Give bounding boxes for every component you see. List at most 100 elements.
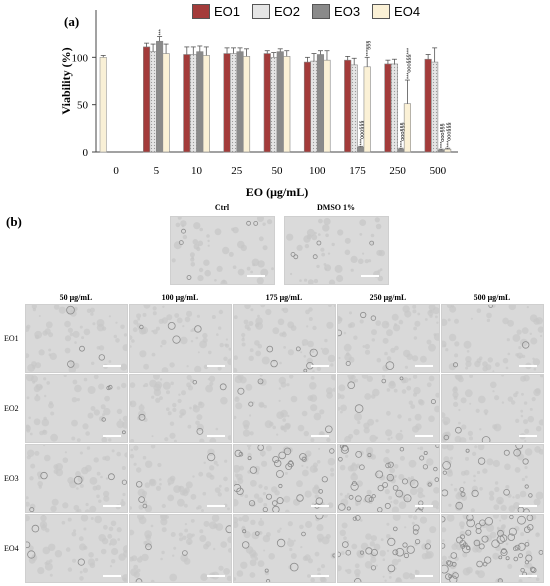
bar-eo2-25 [229,53,238,153]
panel-b-label: (b) [6,214,22,229]
row-label-eo4: EO4 [4,544,19,553]
micrograph-r3-c3 [233,444,336,513]
micrograph-ctrl [170,216,275,285]
bar-eo2-175 [350,64,358,153]
micrograph-r3-c2 [129,444,232,513]
micrograph-r3-c5 [441,444,544,513]
column-label-50: 50 μg/mL [59,293,93,302]
x-tick-label: 175 [349,165,366,177]
chart-legend: EO1 EO2 EO3 EO4 [192,2,432,20]
legend-item-eo1: EO1 [192,3,241,19]
x-tick-label: 100 [309,165,326,177]
micrograph-r2-c5 [441,374,544,443]
bar-eo4-25 [242,56,251,153]
x-tick-label: 250 [389,165,406,177]
significance-annotation: ***ooo§§§ [400,122,406,147]
bar-eo2-50 [270,57,278,153]
legend-item-eo4: EO4 [372,3,421,19]
x-tick-label: 50 [272,165,284,177]
legend-swatch-eo3 [312,3,331,19]
micrograph-r4-c2 [129,514,232,583]
micrograph-r3-c1 [25,444,128,513]
x-tick-label: 25 [231,165,243,177]
micrograph-r2-c2 [129,374,232,443]
bar-eo3-175 [357,146,365,153]
bar-eo1-5 [143,46,151,153]
x-tick-label: 0 [113,165,119,177]
bar-eo3-500 [437,149,445,153]
bar-eo2-5 [149,51,157,153]
legend-swatch-eo2 [252,3,271,19]
bar-eo1-10 [183,54,191,153]
bar-eo2-250 [390,63,398,153]
row-label-eo1: EO1 [4,334,19,343]
significance-annotation: ***ooo§§§ [447,122,453,147]
bar-eo3-10 [196,51,204,153]
column-label-100: 100 μg/mL [161,293,199,302]
x-axis-label: EO (μg/mL) [246,185,308,199]
micrograph-r1-c5 [441,304,544,373]
significance-annotation: ***§§§ [366,41,372,57]
bar-eo3-50 [276,51,284,153]
legend-swatch-eo4 [372,3,391,19]
significance-annotation: *** [159,28,165,35]
bar-eo1-25 [223,53,231,153]
bar-eo4-5 [162,53,170,153]
y-tick-label: 100 [72,52,89,64]
legend-item-eo2: EO2 [252,3,301,19]
legend-swatch-eo1 [192,3,210,19]
micrograph-r4-c3 [233,514,336,583]
micrograph-r2-c1 [25,374,128,443]
significance-annotation: ***ooo§§§ [440,123,446,148]
legend-label-eo1: EO1 [214,3,241,19]
significance-annotation: ***ooo§§§ [360,121,366,146]
bar-eo3-250 [397,148,405,153]
bar-eo1-50 [263,53,271,153]
bar-eo2-10 [189,54,197,153]
y-tick-label: 0 [83,147,89,159]
micrograph-dmso [284,216,389,285]
micrograph-r1-c2 [129,304,232,373]
y-axis-label: Viability (%) [59,47,73,114]
micrograph-r4-c1 [25,514,128,583]
bar-eo4-50 [283,56,291,153]
bar-eo3-25 [236,51,244,153]
micrograph-r2-c3 [233,374,336,443]
legend-label-eo4: EO4 [394,3,421,19]
micrograph-r2-c4 [337,374,440,443]
bar-eo4-500 [444,148,452,153]
row-label-eo3: EO3 [4,474,19,483]
bar-eo3-100 [316,54,325,153]
bar-eo3-5 [156,40,164,153]
column-label-175: 175 μg/mL [265,293,303,302]
top-image-label-dmso: DMSO 1% [317,203,355,212]
legend-label-eo3: EO3 [334,3,361,19]
micrograph-r3-c4 [337,444,440,513]
significance-annotation: ***ooo§§§*** [406,47,412,79]
x-tick-label: 5 [154,165,160,177]
bar-control [99,57,107,153]
bar-eo1-175 [344,59,352,153]
bar-eo1-250 [384,63,392,153]
y-tick-label: 50 [77,100,89,112]
row-label-eo2: EO2 [4,404,19,413]
legend-label-eo2: EO2 [274,3,301,19]
bar-eo1-100 [303,61,312,153]
x-tick-label: 10 [191,165,203,177]
bar-eo4-10 [202,55,210,153]
micrograph-r1-c1 [25,304,128,373]
micrograph-r4-c4 [337,514,440,583]
legend-item-eo3: EO3 [312,3,361,19]
bar-eo1-500 [424,58,432,153]
micrograph-r1-c4 [337,304,440,373]
bar-eo4-100 [323,59,331,153]
bar-eo2-100 [310,60,318,153]
column-label-500: 500 μg/mL [473,293,511,302]
x-tick-label: 500 [430,165,447,177]
bar-eo2-500 [431,61,439,153]
column-label-250: 250 μg/mL [369,293,407,302]
top-image-label-ctrl: Ctrl [214,203,230,212]
panel-a-label: (a) [64,14,80,29]
micrograph-r4-c5 [441,514,544,583]
